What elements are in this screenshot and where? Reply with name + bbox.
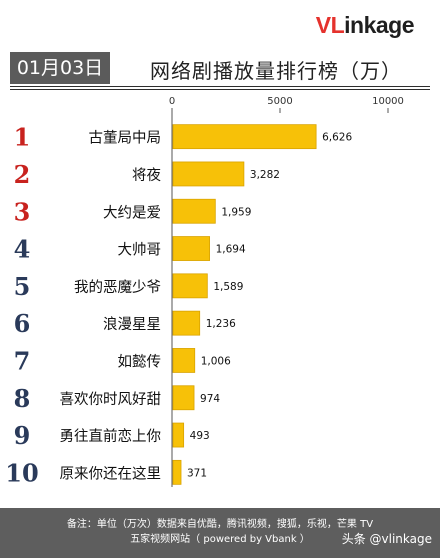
page-title: 网络剧播放量排行榜（万）	[150, 59, 402, 83]
footer-note: 备注：单位（万次）数据来自优酷，腾讯视频，搜狐，乐视，芒果 TV 五家视频网站（…	[0, 508, 440, 558]
rank-number: 9	[14, 421, 31, 450]
drama-name: 原来你还在这里	[60, 465, 162, 482]
value-label: 3,282	[250, 169, 280, 181]
bar	[172, 236, 210, 261]
watermark: 头条 @vlinkage	[341, 532, 432, 546]
rank-number: 7	[14, 346, 31, 375]
bar	[172, 385, 195, 411]
drama-name: 我的恶魔少爷	[74, 279, 161, 296]
x-tick-label-10000: 10000	[372, 96, 404, 107]
value-label: 1,959	[221, 206, 251, 218]
drama-name: 喜欢你时风好甜	[60, 391, 162, 408]
rank-number: 8	[14, 384, 31, 413]
bar	[172, 161, 245, 187]
header-divider-top	[10, 86, 430, 87]
rank-number: 3	[14, 197, 31, 226]
rank-number: 4	[14, 235, 31, 264]
bar	[172, 198, 216, 224]
drama-name: 如懿传	[118, 353, 162, 370]
bar	[172, 422, 185, 448]
rank-number: 6	[14, 309, 31, 338]
rank-number: 1	[14, 123, 31, 152]
footer-line-2: 五家视频网站（ powered by Vbank ）	[130, 534, 310, 545]
drama-name: 勇往直前恋上你	[60, 427, 162, 445]
header-divider-bottom	[10, 89, 430, 90]
drama-name: 大约是爱	[103, 204, 161, 221]
bar	[172, 124, 317, 150]
rank-number: 2	[14, 160, 31, 189]
value-label: 974	[200, 393, 220, 405]
drama-name: 大帅哥	[118, 242, 162, 259]
value-label: 493	[190, 430, 210, 442]
axis-layer: 0 5000 10000	[169, 96, 404, 487]
date-badge: 01月03日	[10, 52, 110, 84]
value-label: 6,626	[322, 132, 352, 144]
drama-name: 将夜	[132, 167, 161, 184]
value-label: 1,006	[201, 355, 231, 367]
bar	[172, 273, 208, 299]
value-label: 371	[187, 467, 207, 479]
drama-name: 古董局中局	[89, 130, 162, 147]
value-label: 1,589	[213, 281, 243, 293]
rank-number: 5	[14, 272, 31, 301]
drama-name: 浪漫星星	[103, 316, 161, 333]
value-label: 1,694	[216, 244, 246, 256]
value-label: 1,236	[206, 318, 236, 330]
x-tick-label-5000: 5000	[267, 96, 292, 107]
vlinkage-logo: VLinkage	[315, 12, 415, 38]
bar	[172, 310, 201, 336]
bars-layer: 1 古董局中局 6,626 2 将夜 3,282 3 大约是爱 1,959 4 大帅哥 1,694 5 我…	[5, 123, 352, 488]
x-tick-label-0: 0	[169, 96, 175, 107]
ranking-chart: 0 5000 10000 1 古董局中局 6,626 2 将夜 3,282 3 大约是爱 1,959…	[5, 96, 404, 488]
bar	[172, 348, 196, 373]
bar	[172, 459, 182, 485]
rank-number: 10	[5, 458, 38, 487]
footer-line-1: 备注：单位（万次）数据来自优酷，腾讯视频，搜狐，乐视，芒果 TV	[66, 519, 374, 530]
